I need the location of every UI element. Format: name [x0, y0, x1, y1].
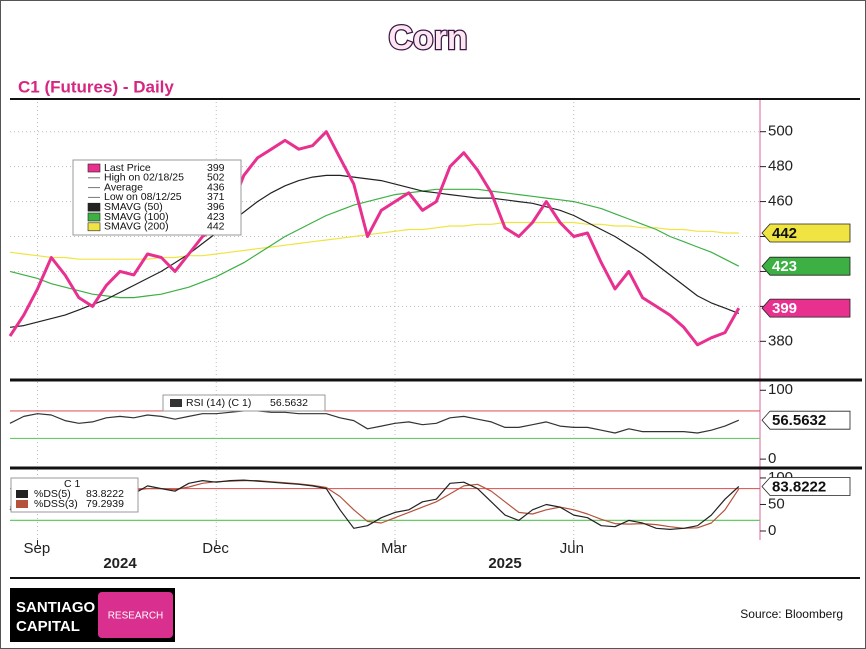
x-tick-label: Sep [24, 540, 51, 557]
logo-badge [98, 592, 173, 638]
value-tag-label: 56.5632 [772, 412, 826, 429]
legend-value: 396 [207, 201, 225, 213]
legend-box [10, 477, 139, 513]
value-tag-label: 83.8222 [772, 479, 826, 496]
value-tag-label: 442 [772, 225, 797, 242]
y-tick-label: 480 [768, 158, 793, 175]
legend-value: 79.2939 [86, 498, 124, 510]
value-tag [761, 410, 851, 430]
value-tag [761, 223, 851, 243]
value-tag [761, 477, 851, 496]
logo-text: CAPITAL [16, 618, 80, 635]
logo-badge-text: RESEARCH [108, 611, 164, 622]
value-tag [761, 298, 851, 318]
legend-value: 399 [207, 162, 225, 174]
legend-label: %DSS(3) [34, 498, 78, 510]
logo-text: SANTIAGO [16, 599, 96, 616]
source: Source: Bloomberg [740, 607, 843, 621]
plot: SepDecMarJun2024202538040042044046048050… [8, 102, 851, 572]
legend-value: 502 [207, 172, 225, 184]
legend-label: Average [104, 181, 143, 193]
legend-swatch [16, 490, 28, 498]
legend-value: 436 [207, 181, 225, 193]
legend-value: 423 [207, 211, 225, 223]
x-year-label: 2025 [488, 555, 521, 572]
series-line [9, 174, 740, 328]
title: Corn [388, 19, 467, 57]
legend-value: 56.5632 [270, 397, 308, 409]
y-tick-label: 0 [768, 450, 776, 467]
x-tick-label: Mar [381, 540, 407, 557]
value-tag-label: 423 [772, 258, 797, 275]
legend-swatch [87, 212, 101, 222]
y-tick-label: 500 [768, 123, 793, 140]
value-tag [761, 256, 851, 276]
legend-title: C 1 [64, 478, 81, 490]
value-tag-label: 399 [772, 300, 797, 317]
x-year-label: 2024 [103, 555, 137, 572]
legend-swatch [16, 500, 28, 508]
legend-swatch [87, 202, 101, 212]
legend-swatch [170, 399, 182, 407]
series-line [8, 130, 741, 347]
y-tick-label: 50 [768, 495, 785, 512]
x-tick-label: Jun [560, 540, 584, 557]
legend-value: 442 [207, 221, 225, 233]
y-tick-label: 460 [768, 193, 793, 210]
series-line [9, 221, 739, 260]
series-line [9, 410, 740, 434]
legend-label: Last Price [104, 162, 151, 174]
legend-swatch [87, 163, 101, 173]
legend-label: SMAVG (200) [104, 221, 169, 233]
y-tick-label: 100 [768, 381, 793, 398]
y-tick-label: 0 [768, 522, 776, 539]
legend-box [72, 159, 242, 236]
series-line [9, 188, 740, 299]
x-tick-label: Dec [202, 540, 229, 557]
y-tick-label: 380 [768, 332, 793, 349]
legend-value: 371 [207, 191, 225, 203]
legend-label: SMAVG (50) [104, 201, 163, 213]
legend-box [162, 394, 326, 412]
legend-label: %DS(5) [34, 488, 71, 500]
legend-swatch [87, 222, 101, 232]
legend-value: 83.8222 [86, 488, 124, 500]
subtitle: C1 (Futures) - Daily [18, 77, 174, 96]
legend-label: SMAVG (100) [104, 211, 169, 223]
legend-label: High on 02/18/25 [104, 172, 184, 184]
legend-label: Low on 08/12/25 [104, 191, 182, 203]
legend-label: RSI (14) (C 1) [186, 397, 251, 409]
